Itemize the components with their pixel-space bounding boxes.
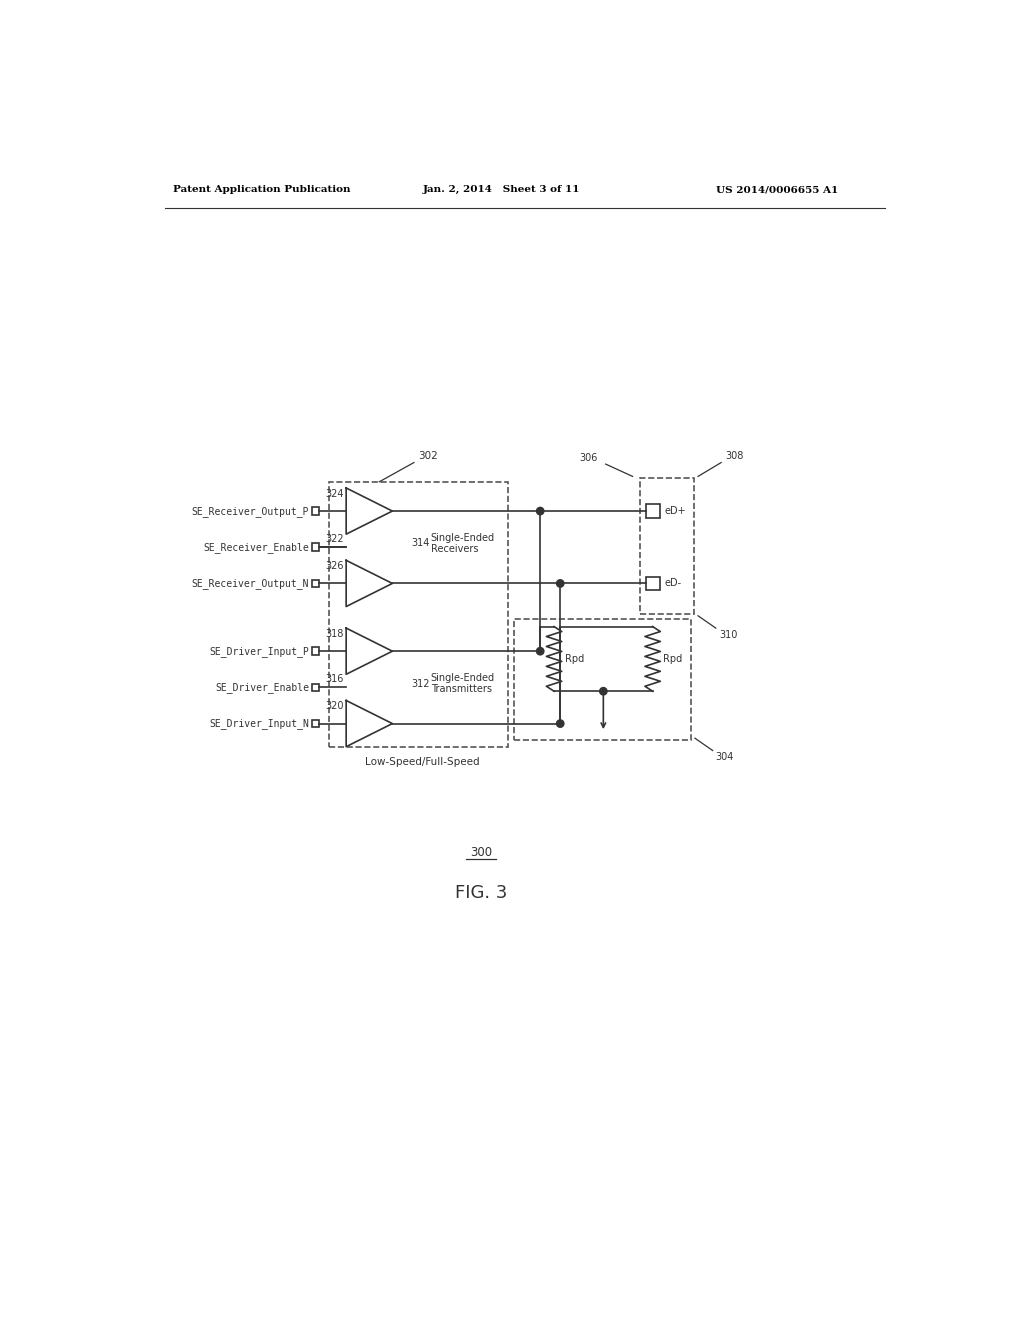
Text: 320: 320 [326,701,344,711]
Text: 306: 306 [580,453,598,462]
Text: 304: 304 [716,752,734,762]
Text: 316: 316 [326,675,344,684]
Text: Low-Speed/Full-Speed: Low-Speed/Full-Speed [366,758,480,767]
Bar [640,478,694,614]
Text: Rpd: Rpd [565,653,584,664]
Text: Single-Ended
Receivers: Single-Ended Receivers [431,532,495,554]
Bar [646,504,660,517]
Bar [311,719,319,727]
Text: FIG. 3: FIG. 3 [455,884,507,902]
Circle shape [556,719,564,727]
Bar [311,684,319,692]
Bar [646,577,660,590]
Text: SE_Driver_Input_P: SE_Driver_Input_P [209,645,309,656]
Text: 300: 300 [470,846,492,859]
Text: 324: 324 [326,488,344,499]
Text: SE_Receiver_Enable: SE_Receiver_Enable [204,541,309,553]
Text: US 2014/0006655 A1: US 2014/0006655 A1 [716,185,838,194]
Text: eD-: eD- [665,578,681,589]
Text: eD+: eD+ [665,506,686,516]
Text: 322: 322 [326,535,344,544]
Circle shape [600,688,607,694]
Text: SE_Receiver_Output_P: SE_Receiver_Output_P [191,506,309,516]
Bar [311,507,319,515]
Text: 312: 312 [412,678,430,689]
Bar [330,482,508,747]
Bar [311,647,319,655]
Circle shape [537,507,544,515]
Text: 326: 326 [326,561,344,572]
Bar [311,579,319,587]
Text: SE_Driver_Enable: SE_Driver_Enable [215,682,309,693]
Text: 318: 318 [326,628,344,639]
Text: SE_Driver_Input_N: SE_Driver_Input_N [209,718,309,729]
Circle shape [537,648,544,655]
Circle shape [556,579,564,587]
Text: 308: 308 [725,451,743,461]
Text: 310: 310 [719,630,737,640]
Text: Jan. 2, 2014   Sheet 3 of 11: Jan. 2, 2014 Sheet 3 of 11 [423,185,581,194]
Text: 314: 314 [412,539,430,548]
Bar [311,544,319,552]
Text: Patent Application Publication: Patent Application Publication [173,185,350,194]
Text: Rpd: Rpd [664,653,683,664]
Text: SE_Receiver_Output_N: SE_Receiver_Output_N [191,578,309,589]
Text: Single-Ended
Transmitters: Single-Ended Transmitters [431,673,495,694]
Text: 302: 302 [418,451,437,461]
Bar [514,619,691,739]
